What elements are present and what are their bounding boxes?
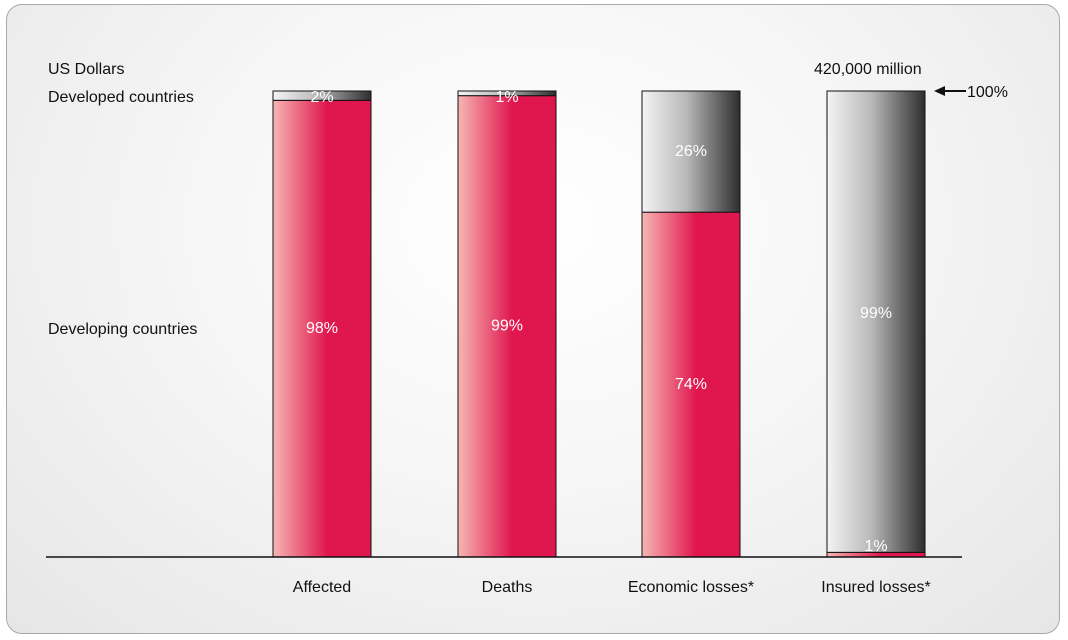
pointer-arrow-icon	[934, 86, 966, 96]
data-label-developed-economic-losses: 26%	[675, 143, 707, 160]
data-label-developed-affected: 2%	[310, 89, 333, 106]
developing-countries-label: Developing countries	[48, 321, 198, 338]
category-label-affected: Affected	[293, 579, 351, 596]
data-label-developing-economic-losses: 74%	[675, 376, 707, 393]
pointer-label: 100%	[967, 84, 1008, 101]
bar-developing-economic-losses	[641, 211, 741, 558]
bar-developing-deaths	[457, 95, 557, 558]
data-label-developing-affected: 98%	[306, 320, 338, 337]
category-label-economic-losses: Economic losses*	[628, 579, 754, 596]
data-label-developed-deaths: 1%	[495, 89, 518, 106]
bar-developed-deaths	[457, 90, 557, 97]
total-value-label: 420,000 million	[814, 61, 922, 78]
currency-label: US Dollars	[48, 61, 125, 78]
category-label-insured-losses: Insured losses*	[821, 579, 930, 596]
data-label-developing-deaths: 99%	[491, 318, 523, 335]
bar-developed-insured-losses	[826, 90, 926, 553]
bar-developed-economic-losses	[641, 90, 741, 213]
bars-layer: 98% 2% 99% 1% 74% 26% 1% 99%	[272, 89, 926, 558]
bar-developed-affected	[272, 90, 372, 101]
bar-developing-affected	[272, 99, 372, 558]
category-labels: Affected Deaths Economic losses* Insured lo…	[293, 579, 931, 596]
developed-countries-label: Developed countries	[48, 89, 194, 106]
data-label-developing-insured-losses: 1%	[864, 538, 887, 555]
data-label-developed-insured-losses: 99%	[860, 305, 892, 322]
category-label-deaths: Deaths	[482, 579, 533, 596]
